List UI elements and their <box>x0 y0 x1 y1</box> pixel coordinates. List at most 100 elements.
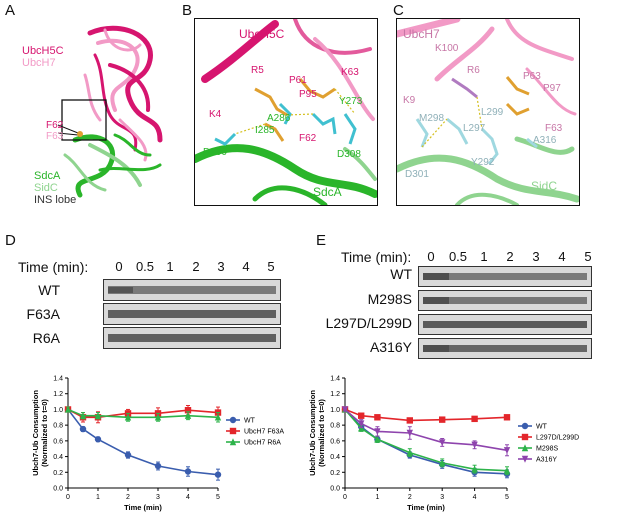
data-point <box>406 417 413 424</box>
data-point <box>94 412 102 419</box>
data-point <box>154 462 162 470</box>
label-f62: F62 <box>46 120 64 131</box>
legend-marker <box>229 427 237 435</box>
e-time-4: 3 <box>532 249 540 264</box>
data-point <box>406 448 413 456</box>
data-point <box>374 414 381 421</box>
d-time-5: 4 <box>242 259 250 274</box>
b-res-a286: A286 <box>267 113 291 124</box>
data-point <box>94 436 102 443</box>
data-point <box>471 441 478 449</box>
chart-e: 0.0 0.2 0.4 0.6 0.8 1.0 1.2 1.4 0 1 2 3 4 5 Time (min)… <box>308 376 579 513</box>
y-tick-label: 0.6 <box>330 438 340 445</box>
e-time-1: 0.5 <box>448 249 468 264</box>
y-tick-label: 0.8 <box>330 423 340 430</box>
e-gel-label-l297d-l299d: L297D/L299D <box>325 315 412 331</box>
data-point <box>214 413 222 421</box>
data-point <box>124 451 132 459</box>
data-point <box>341 406 349 414</box>
data-point <box>154 413 162 421</box>
legend-label: UbcH7 R6A <box>244 440 281 447</box>
c-res-p97: P97 <box>543 83 561 94</box>
legend-marker <box>521 444 529 452</box>
legend-marker <box>521 455 529 463</box>
e-time-5: 4 <box>558 249 566 264</box>
data-point <box>471 465 478 473</box>
e-gel-label-a316y: A316Y <box>369 339 412 355</box>
data-point <box>124 413 132 421</box>
x-tick-label: 2 <box>126 494 130 501</box>
series-line <box>344 408 508 452</box>
e-gel-label-wt: WT <box>390 266 412 282</box>
legend-label: WT <box>244 418 256 425</box>
y-tick-label: 1.2 <box>53 391 63 398</box>
series-a316y <box>341 406 511 457</box>
b-res-p61: P61 <box>289 75 307 86</box>
data-point <box>358 424 365 432</box>
b-label-sdca: SdcA <box>313 185 342 199</box>
label-sdca: SdcA <box>34 170 61 182</box>
data-point <box>503 414 511 421</box>
panel-letter-a: A <box>5 2 16 19</box>
structure-b-ribbons <box>195 19 377 205</box>
c-res-p63: P63 <box>523 71 541 82</box>
y-tick-label: 1.4 <box>330 376 340 383</box>
data-point <box>358 420 365 428</box>
label-ubch7: UbcH7 <box>22 57 56 69</box>
b-res-y273: Y273 <box>339 96 363 107</box>
data-point <box>439 416 446 423</box>
y-tick-label: 0.8 <box>53 423 63 430</box>
x-tick-label: 4 <box>473 494 477 501</box>
structure-c-ribbons <box>397 19 579 205</box>
data-point <box>64 405 72 413</box>
y-axis-label: Ubch7-Ub Consumption(Normalized to t=0) <box>308 390 326 476</box>
y-tick-label: 1.0 <box>330 407 340 414</box>
x-tick-label: 1 <box>375 494 379 501</box>
d-time-1: 0.5 <box>135 259 155 274</box>
y-tick-label: 0.6 <box>53 438 63 445</box>
label-sidc: SidC <box>34 182 58 194</box>
b-res-k4: K4 <box>209 109 222 120</box>
series-line <box>67 408 219 476</box>
e-gel-band-m298s <box>418 290 592 311</box>
x-tick-label: 3 <box>156 494 160 501</box>
label-ins-lobe: INS lobe <box>34 194 77 206</box>
data-point <box>439 439 446 447</box>
d-gel-band-wt <box>103 279 281 301</box>
y-tick-label: 0.4 <box>53 454 63 461</box>
data-point <box>503 467 511 474</box>
e-time-2: 1 <box>480 249 488 264</box>
d-gel-band-r6a <box>103 327 281 349</box>
d-time-4: 3 <box>217 259 225 274</box>
legend-label: WT <box>536 424 548 431</box>
y-tick-label: 0.0 <box>330 486 340 493</box>
b-res-i285: I285 <box>255 125 275 136</box>
b-title-ubch5c: UbcH5C <box>239 27 285 41</box>
b-res-p95: P95 <box>299 89 317 100</box>
b-res-d308: D308 <box>337 149 361 160</box>
panel-letter-e: E <box>316 232 327 249</box>
c-res-l299: L299 <box>481 107 504 118</box>
x-tick-label: 1 <box>96 494 100 501</box>
label-f63: F63 <box>46 131 64 142</box>
structure-c-closeup: UbcH7 K100 R6 P63 P97 K9 M298 L299 L297 … <box>396 18 580 206</box>
series-l297d-l299d <box>341 406 511 424</box>
legend-marker <box>521 433 529 441</box>
y-tick-label: 0.4 <box>330 454 340 461</box>
data-point <box>184 412 192 419</box>
c-res-f63: F63 <box>545 123 563 134</box>
legend-label: A316Y <box>536 457 557 464</box>
data-point <box>79 412 87 419</box>
data-point <box>503 447 511 454</box>
d-time-label: Time (min): <box>18 259 89 275</box>
panel-letter-c: C <box>393 2 404 19</box>
data-point <box>358 412 365 419</box>
x-axis-label: Time (min) <box>124 503 162 512</box>
x-axis-label: Time (min) <box>407 503 445 512</box>
x-tick-label: 2 <box>408 494 412 501</box>
c-res-l297: L297 <box>463 123 486 134</box>
data-point <box>439 459 446 467</box>
structure-b-closeup: UbcH5C R5 P61 K63 P95 Y273 K4 A286 I285 … <box>194 18 378 206</box>
e-time-3: 2 <box>506 249 514 264</box>
c-res-k9: K9 <box>403 95 416 106</box>
